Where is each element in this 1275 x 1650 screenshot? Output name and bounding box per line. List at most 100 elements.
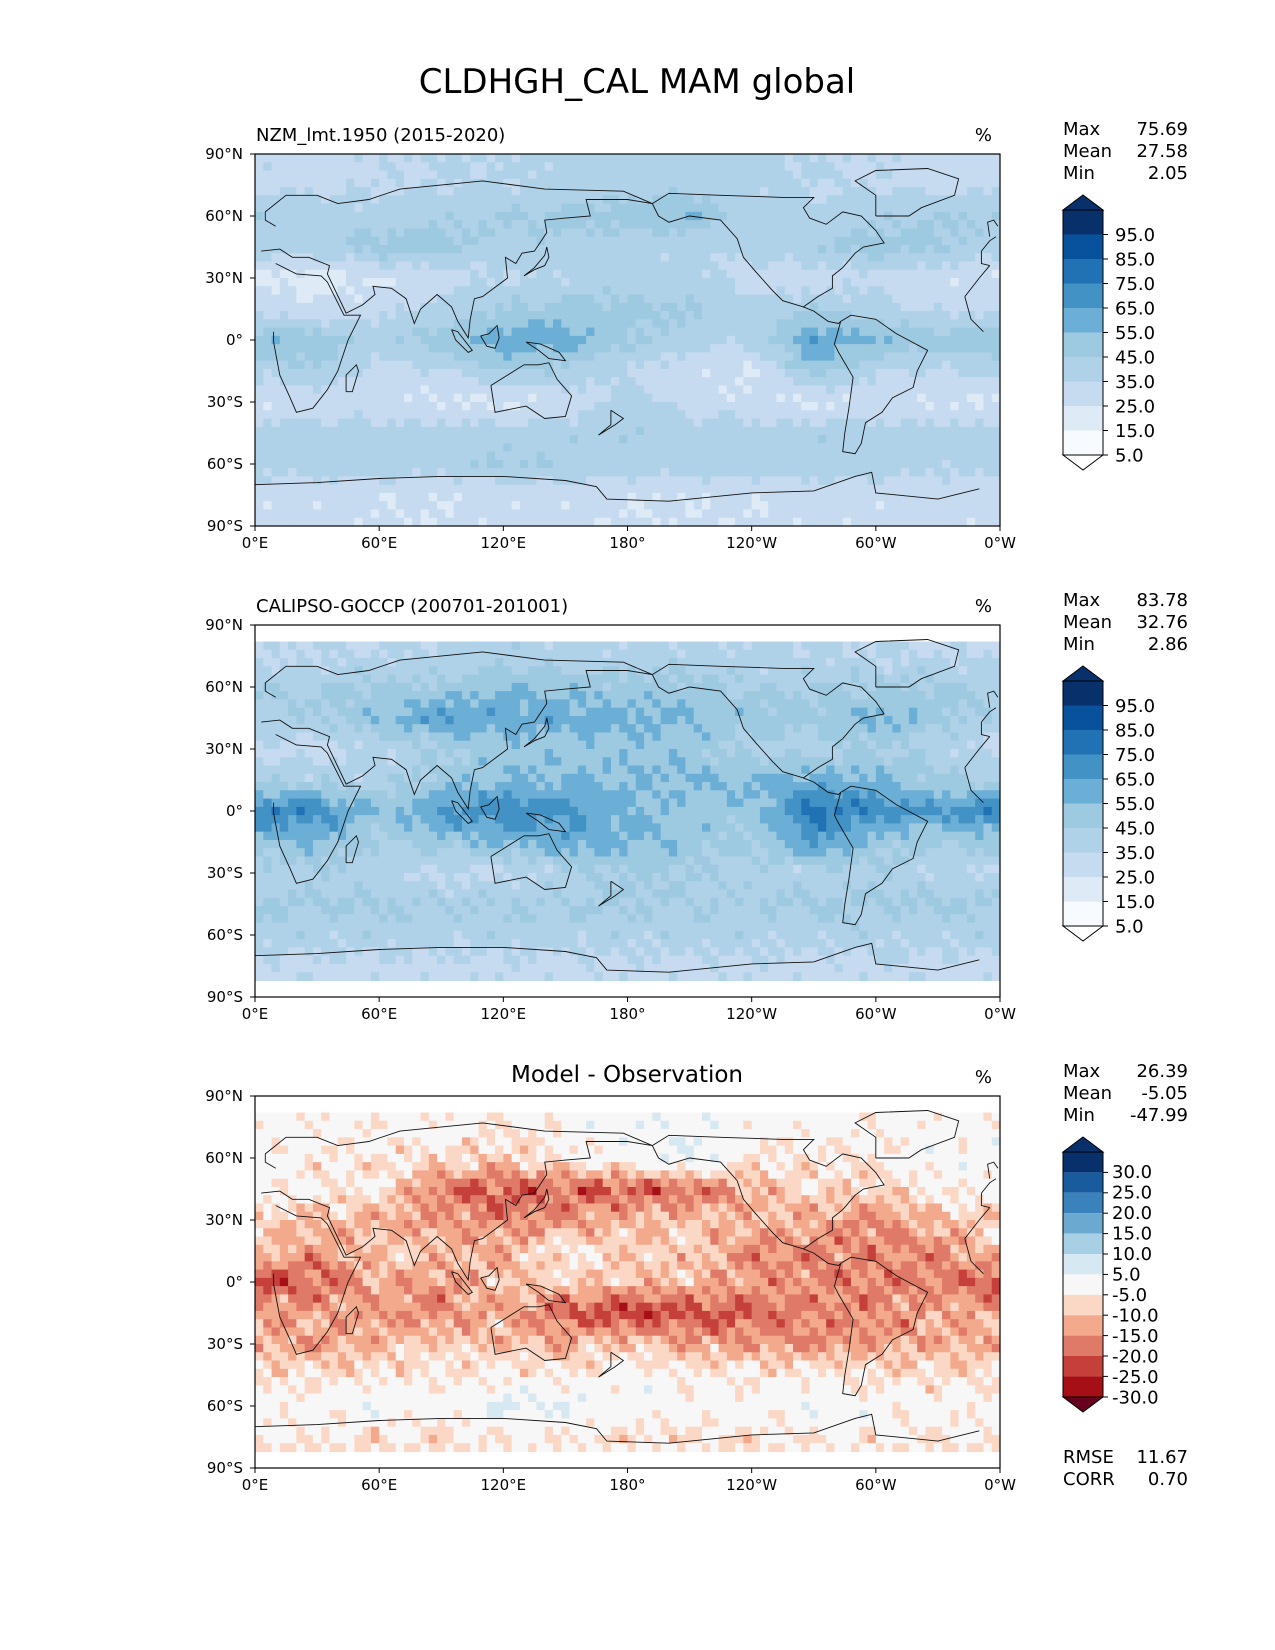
heatmap-cell xyxy=(644,195,653,205)
heatmap-cell xyxy=(362,707,372,717)
heatmap-cell xyxy=(288,368,297,378)
heatmap-cell xyxy=(420,707,430,717)
heatmap-cell xyxy=(751,311,761,320)
heatmap-cell xyxy=(793,352,802,362)
heatmap-cell xyxy=(321,335,331,345)
heatmap-cell xyxy=(337,236,347,246)
heatmap-cell xyxy=(321,410,331,420)
heatmap-cell xyxy=(321,360,331,370)
heatmap-cell xyxy=(519,517,529,526)
heatmap-cell xyxy=(776,699,786,709)
heatmap-cell xyxy=(577,162,587,172)
heatmap-cell xyxy=(635,311,645,320)
heatmap-cell xyxy=(635,195,645,205)
heatmap-cell xyxy=(495,286,504,296)
heatmap-cell xyxy=(511,666,521,676)
heatmap-cell xyxy=(602,244,612,254)
heatmap-cell xyxy=(312,691,322,700)
heatmap-cell xyxy=(354,360,364,370)
heatmap-cell xyxy=(255,154,264,163)
heatmap-cell xyxy=(677,278,687,287)
heatmap-cell xyxy=(503,492,513,502)
heatmap-cell xyxy=(710,435,720,444)
heatmap-cell xyxy=(834,360,844,370)
colorbar-swatch xyxy=(1063,283,1103,308)
heatmap-cell xyxy=(478,402,488,411)
heatmap-cell xyxy=(519,418,529,428)
heatmap-cell xyxy=(569,426,579,436)
heatmap-cell xyxy=(834,187,844,196)
heatmap-cell xyxy=(908,476,918,486)
heatmap-cell xyxy=(271,286,281,296)
heatmap-cell xyxy=(379,286,389,296)
heatmap-cell xyxy=(304,501,314,511)
heatmap-cell xyxy=(486,244,496,254)
heatmap-cell xyxy=(983,228,993,238)
heatmap-cell xyxy=(387,484,397,494)
heatmap-cell xyxy=(942,228,951,238)
heatmap-cell xyxy=(312,649,322,659)
heatmap-cell xyxy=(263,410,273,420)
heatmap-cell xyxy=(677,319,687,329)
heatmap-cell xyxy=(412,368,422,378)
heatmap-cell xyxy=(991,286,1000,296)
heatmap-cell xyxy=(652,501,662,511)
heatmap-cell xyxy=(859,682,869,692)
heatmap-cell xyxy=(321,492,331,502)
heatmap-cell xyxy=(395,418,405,428)
heatmap-cell xyxy=(660,517,670,526)
heatmap-cell xyxy=(362,451,372,461)
heatmap-cell xyxy=(569,195,579,205)
heatmap-cell xyxy=(478,707,488,717)
heatmap-cell xyxy=(677,385,687,395)
heatmap-cell xyxy=(602,170,612,180)
heatmap-cell xyxy=(495,426,504,436)
heatmap-cell xyxy=(793,170,802,180)
heatmap-cell xyxy=(586,691,595,700)
heatmap-cell xyxy=(958,286,968,296)
heatmap-cell xyxy=(859,344,869,353)
heatmap-cell xyxy=(826,162,836,172)
heatmap-cell xyxy=(296,443,306,453)
heatmap-cell xyxy=(337,707,347,717)
heatmap-cell xyxy=(900,451,910,461)
heatmap-cell xyxy=(966,443,976,453)
heatmap-cell xyxy=(321,294,331,304)
x-tick-label: 180° xyxy=(609,534,645,552)
heatmap-cell xyxy=(851,294,860,304)
heatmap-cell xyxy=(668,402,678,411)
heatmap-cell xyxy=(569,509,579,519)
heatmap-cell xyxy=(892,393,902,403)
heatmap-cell xyxy=(395,244,405,254)
heatmap-cell xyxy=(263,220,273,229)
heatmap-cell xyxy=(693,468,703,477)
heatmap-cell xyxy=(884,517,893,526)
heatmap-cell xyxy=(312,459,322,469)
heatmap-cell xyxy=(263,451,273,461)
heatmap-cell xyxy=(693,360,703,370)
heatmap-cell xyxy=(519,410,529,420)
heatmap-cell xyxy=(693,368,703,378)
heatmap-cell xyxy=(859,187,869,196)
heatmap-cell xyxy=(453,203,463,213)
heatmap-cell xyxy=(387,468,397,477)
heatmap-cell xyxy=(511,459,521,469)
heatmap-cell xyxy=(801,385,811,395)
heatmap-cell xyxy=(776,682,786,692)
heatmap-cell xyxy=(569,699,579,709)
heatmap-cell xyxy=(668,311,678,320)
heatmap-cell xyxy=(528,385,538,395)
heatmap-cell xyxy=(875,426,885,436)
heatmap-cell xyxy=(693,707,703,717)
heatmap-cell xyxy=(387,170,397,180)
heatmap-cell xyxy=(751,154,761,163)
heatmap-cell xyxy=(958,228,968,238)
heatmap-cell xyxy=(437,476,446,486)
heatmap-cell xyxy=(710,335,720,345)
heatmap-cell xyxy=(619,327,629,337)
heatmap-cell xyxy=(263,459,273,469)
heatmap-cell xyxy=(735,658,744,667)
heatmap-cell xyxy=(511,385,521,395)
heatmap-cell xyxy=(908,682,918,692)
heatmap-cell xyxy=(751,377,761,387)
